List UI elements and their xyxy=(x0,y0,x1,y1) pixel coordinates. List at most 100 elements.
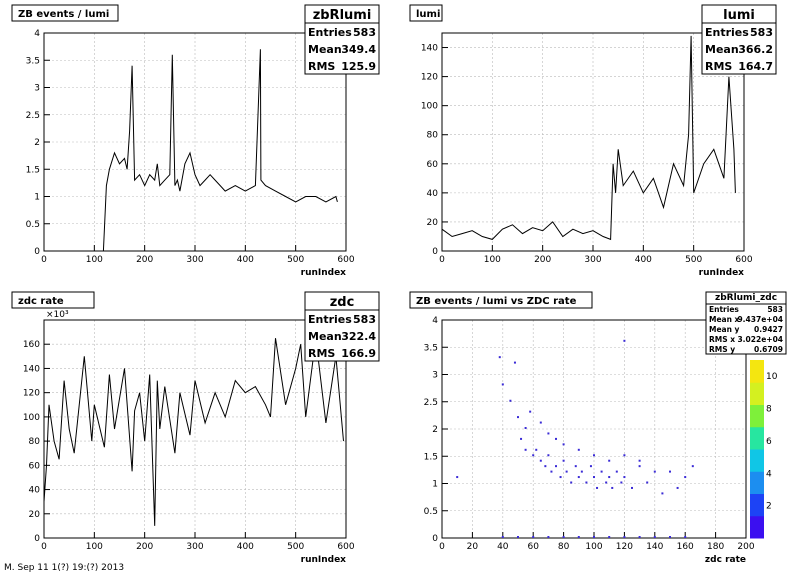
scatter-point xyxy=(605,481,608,484)
stats-value: 583 xyxy=(353,26,376,39)
x-tick-label: 300 xyxy=(584,255,601,265)
stats-key: RMS xyxy=(308,60,335,73)
y-tick-label: 0 xyxy=(432,247,438,257)
stats-key: RMS y xyxy=(709,345,735,354)
scatter-point xyxy=(661,492,664,495)
scatter-point xyxy=(669,470,671,473)
colorbar-tick-label: 4 xyxy=(766,469,772,479)
stats-title: lumi xyxy=(723,8,755,23)
scatter-point xyxy=(501,536,504,538)
scatter-point xyxy=(608,476,611,479)
series-line xyxy=(44,49,338,252)
scatter-point xyxy=(562,459,565,462)
scatter-point xyxy=(501,383,504,386)
x-tick-label: 0 xyxy=(41,542,47,552)
stats-value: 583 xyxy=(353,313,376,326)
scatter-point xyxy=(638,465,641,468)
scatter-point xyxy=(596,486,599,489)
scatter-point xyxy=(600,470,603,473)
x-tick-label: 600 xyxy=(337,255,354,265)
colorbar-segment xyxy=(750,404,764,428)
y-tick-label: 1.5 xyxy=(424,452,438,462)
scatter-point xyxy=(547,536,550,538)
x-tick-label: 300 xyxy=(186,542,203,552)
stats-value: 349.4 xyxy=(341,43,376,56)
stats-title: zbRlumi xyxy=(313,8,372,23)
stats-box xyxy=(701,4,777,75)
x-tick-label: 80 xyxy=(558,542,570,552)
chart-1: 0 100 200 300 400 500 600 0 0.5 1 1.5 2 2.5 3 3.5 4 runI… xyxy=(11,4,380,278)
stats-value: 125.9 xyxy=(341,60,376,73)
stats-key: Entries xyxy=(705,26,749,39)
x-axis-label: runIndex xyxy=(699,268,745,278)
scatter-point xyxy=(608,459,611,462)
scatter-point xyxy=(577,448,580,451)
colorbar-segment xyxy=(750,360,764,383)
x-tick-label: 160 xyxy=(677,542,694,552)
scatter-point xyxy=(638,459,641,462)
scatter-point xyxy=(532,454,535,457)
y-tick-label: 80 xyxy=(427,131,439,141)
chart-title: ZB events / lumi vs ZDC rate xyxy=(416,296,577,307)
colorbar-tick-label: 6 xyxy=(766,437,772,447)
x-tick-label: 200 xyxy=(136,542,153,552)
scatter-point xyxy=(539,459,542,462)
chart-2: 0 100 200 300 400 500 600 0 20 40 60 80 100 120 140 run… xyxy=(409,4,777,278)
y-tick-label: 2 xyxy=(432,425,438,435)
series-line xyxy=(43,338,344,526)
scatter-point xyxy=(524,427,527,429)
chart-title: ZB events / lumi xyxy=(18,9,109,20)
scatter-point xyxy=(623,339,626,342)
y-tick-label: 140 xyxy=(421,44,438,54)
scatter-point xyxy=(562,443,565,446)
y-tick-label: 1 xyxy=(432,480,438,490)
x-tick-label: 500 xyxy=(685,255,702,265)
scatter-point xyxy=(547,454,550,457)
y-tick-label: 0 xyxy=(432,534,438,544)
scatter-point xyxy=(539,421,542,424)
stats-box xyxy=(304,291,380,362)
scatter-point xyxy=(509,399,512,402)
stats-key: RMS x xyxy=(709,335,735,344)
y-tick-label: 40 xyxy=(427,189,439,199)
scatter-point xyxy=(535,448,538,451)
y-tick-label: 3.5 xyxy=(424,343,438,353)
stats-value: 366.2 xyxy=(738,43,773,56)
x-axis-label: zdc rate xyxy=(705,555,746,565)
title-box xyxy=(409,4,443,22)
stats-title: zbRlumi_zdc xyxy=(715,293,777,303)
x-axis-label: runIndex xyxy=(301,268,347,278)
x-tick-label: 500 xyxy=(287,255,304,265)
scatter-point xyxy=(517,536,519,538)
y-tick-label: 1 xyxy=(34,193,40,203)
x-tick-label: 400 xyxy=(237,255,254,265)
title-box xyxy=(11,291,95,309)
axis-multiplier: ×10³ xyxy=(46,310,69,320)
stats-value: 3.022e+04 xyxy=(737,335,783,344)
scatter-point xyxy=(684,476,687,479)
colorbar-tick-label: 2 xyxy=(766,502,772,512)
stats-value: 166.9 xyxy=(341,347,376,360)
scatter-point xyxy=(611,486,614,489)
footer-timestamp: M. Sep 11 1(?) 19:(?) 2013 xyxy=(4,563,124,572)
scatter-point xyxy=(456,476,459,479)
x-tick-label: 100 xyxy=(86,542,103,552)
scatter-point xyxy=(676,486,679,489)
stats-value: 0.9427 xyxy=(754,325,783,334)
x-tick-label: 100 xyxy=(585,542,602,552)
scatter-point xyxy=(565,470,568,473)
stats-value: 322.4 xyxy=(341,330,376,343)
colorbar-segment xyxy=(750,471,764,494)
stats-value: 0.6709 xyxy=(754,345,783,354)
y-tick-label: 40 xyxy=(29,486,41,496)
colorbar-segment xyxy=(750,493,764,517)
y-tick-label: 80 xyxy=(29,437,41,447)
x-axis-label: runIndex xyxy=(301,555,347,565)
y-tick-label: 140 xyxy=(23,364,40,374)
scatter-point xyxy=(589,465,592,468)
scatter-point xyxy=(524,448,527,451)
colorbar-segment xyxy=(750,382,764,405)
stats-value: 9.437e+04 xyxy=(737,315,783,324)
title-box xyxy=(11,4,119,22)
